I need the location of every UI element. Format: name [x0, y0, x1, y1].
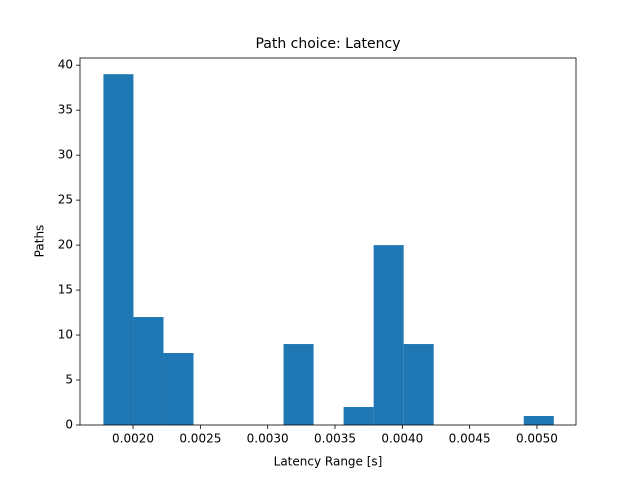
- y-tick-label: 0: [65, 418, 73, 432]
- y-axis-label: Paths: [33, 225, 47, 258]
- y-tick-label: 35: [58, 103, 73, 117]
- x-axis-label: Latency Range [s]: [274, 455, 383, 469]
- y-tick-label: 40: [58, 58, 73, 72]
- x-tick-label: 0.0025: [179, 432, 221, 446]
- x-tick-label: 0.0045: [449, 432, 491, 446]
- y-tick-label: 5: [65, 373, 73, 387]
- y-tick-label: 30: [58, 148, 73, 162]
- chart-title: Path choice: Latency: [255, 36, 400, 52]
- x-tick-label: 0.0030: [247, 432, 289, 446]
- bar: [523, 416, 554, 425]
- x-tick-label: 0.0040: [381, 432, 423, 446]
- bar: [133, 317, 164, 425]
- x-tick-label: 0.0035: [314, 432, 356, 446]
- bar: [343, 407, 374, 425]
- bar: [403, 344, 434, 425]
- bar: [163, 353, 194, 425]
- bar: [103, 74, 134, 426]
- plot-frame: [79, 57, 577, 426]
- y-tick-label: 25: [58, 193, 73, 207]
- bar: [373, 245, 404, 425]
- x-tick-label: 0.0020: [112, 432, 154, 446]
- y-tick-label: 20: [58, 238, 73, 252]
- y-tick-label: 10: [58, 328, 73, 342]
- y-tick-label: 15: [58, 283, 73, 297]
- bar: [283, 344, 314, 425]
- x-tick-label: 0.0050: [516, 432, 558, 446]
